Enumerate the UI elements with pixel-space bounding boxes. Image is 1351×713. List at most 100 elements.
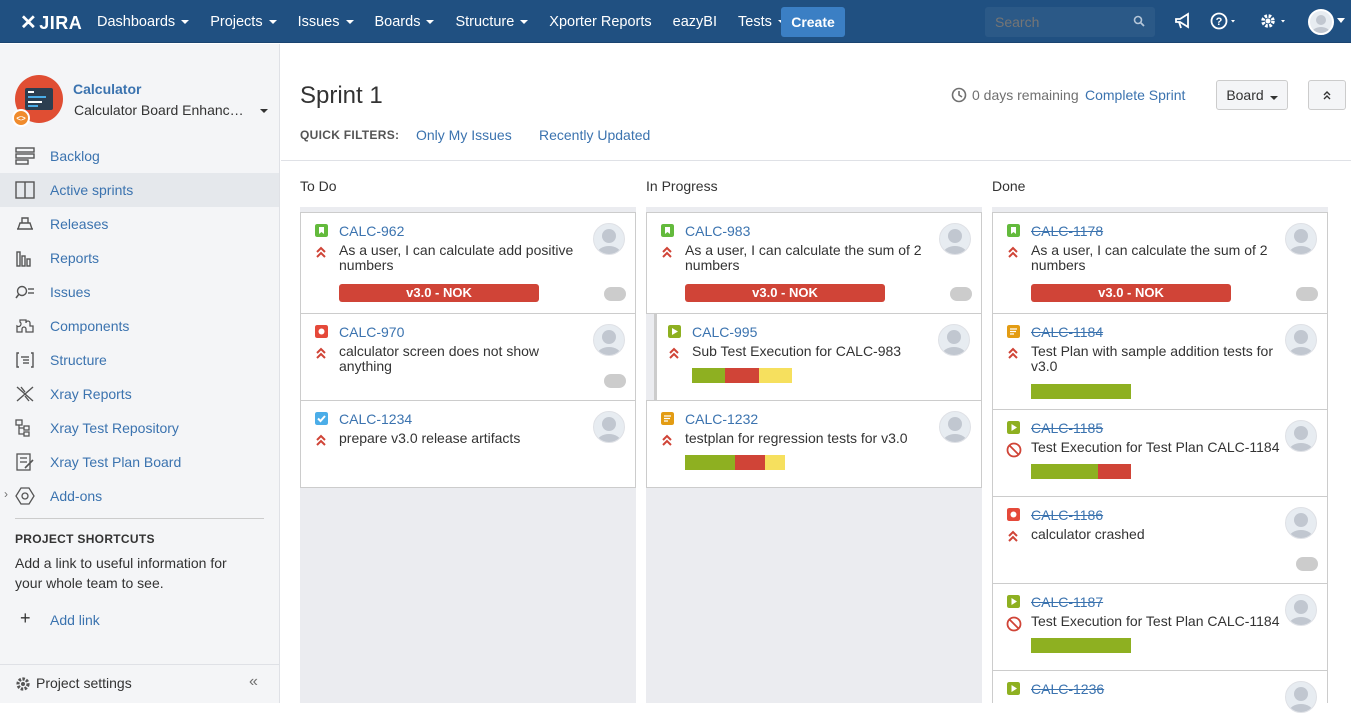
gear-icon[interactable] xyxy=(15,676,31,692)
estimate-badge xyxy=(1296,557,1318,571)
plus-icon[interactable]: + xyxy=(20,608,31,628)
sprint-title: Sprint 1 xyxy=(300,82,383,109)
test-plan-icon xyxy=(1007,325,1020,338)
estimate-badge xyxy=(604,287,626,301)
sidebar-item-xray-reports[interactable]: Xray Reports xyxy=(0,377,279,411)
issue-card[interactable]: CALC-1187 Test Execution for Test Plan C… xyxy=(992,583,1328,671)
issue-card[interactable]: CALC-1178 As a user, I can calculate the… xyxy=(992,212,1328,314)
sidebar-item-label: Backlog xyxy=(50,148,100,164)
issue-key[interactable]: CALC-1186 xyxy=(1031,507,1104,523)
assignee-avatar[interactable] xyxy=(593,324,625,356)
issue-summary: As a user, I can calculate add positive … xyxy=(339,242,574,273)
issue-key[interactable]: CALC-1178 xyxy=(1031,223,1104,239)
assignee-avatar[interactable] xyxy=(1285,594,1317,626)
passed-segment xyxy=(1031,638,1131,653)
nav-structure[interactable]: Structure xyxy=(455,14,529,30)
priority-blocker-icon xyxy=(1006,442,1022,458)
issue-card[interactable]: CALC-962 As a user, I can calculate add … xyxy=(300,212,636,314)
issue-summary: prepare v3.0 release artifacts xyxy=(339,430,521,446)
board-selector[interactable]: Calculator Board Enhancements xyxy=(74,102,249,118)
assignee-avatar[interactable] xyxy=(1285,420,1317,452)
issue-key[interactable]: CALC-1185 xyxy=(1031,420,1104,436)
sidebar-item-label: Releases xyxy=(50,216,109,232)
issue-key[interactable]: CALC-1187 xyxy=(1031,594,1104,610)
failed-segment xyxy=(725,368,759,383)
subtask-card[interactable]: CALC-995 Sub Test Execution for CALC-983 xyxy=(654,313,982,401)
chevron-double-up-icon xyxy=(1323,91,1331,100)
issue-key[interactable]: CALC-1234 xyxy=(339,411,413,427)
sidebar-item-releases[interactable]: Releases xyxy=(0,207,279,241)
assignee-avatar[interactable] xyxy=(938,324,970,356)
chevron-down-icon[interactable] xyxy=(260,109,268,113)
passed-segment xyxy=(1031,384,1131,399)
create-button[interactable]: Create xyxy=(781,7,845,37)
column-header-done: Done xyxy=(992,178,1026,194)
user-avatar[interactable] xyxy=(1308,9,1334,35)
sidebar-item-xray-test-plan-board[interactable]: Xray Test Plan Board xyxy=(0,445,279,479)
chevron-down-icon[interactable] xyxy=(1337,18,1345,24)
project-name[interactable]: Calculator xyxy=(73,81,142,97)
top-navigation-bar: ✕ JIRA Dashboards Projects Issues Boards … xyxy=(0,0,1351,43)
issue-card[interactable]: CALC-1184 Test Plan with sample addition… xyxy=(992,313,1328,410)
issue-card[interactable]: CALC-983 As a user, I can calculate the … xyxy=(646,212,982,314)
chevron-right-icon[interactable]: › xyxy=(4,487,8,501)
sidebar-item-structure[interactable]: Structure xyxy=(0,343,279,377)
nav-dashboards[interactable]: Dashboards xyxy=(97,14,190,30)
filter-only-my-issues[interactable]: Only My Issues xyxy=(416,127,512,143)
nav-boards[interactable]: Boards xyxy=(375,14,435,30)
issue-card[interactable]: CALC-1234 prepare v3.0 release artifacts xyxy=(300,400,636,488)
assignee-avatar[interactable] xyxy=(1285,507,1317,539)
issue-key[interactable]: CALC-970 xyxy=(339,324,405,340)
nav-tests[interactable]: Tests xyxy=(738,14,786,30)
sidebar-item-issues[interactable]: Issues xyxy=(0,275,279,309)
help-icon[interactable]: ? xyxy=(1210,11,1240,31)
assignee-avatar[interactable] xyxy=(1285,223,1317,255)
sidebar-item-label: Structure xyxy=(50,352,107,368)
sidebar-item-reports[interactable]: Reports xyxy=(0,241,279,275)
nav-issues[interactable]: Issues xyxy=(298,14,354,30)
board-menu-button[interactable]: Board xyxy=(1216,80,1288,110)
test-execution-icon xyxy=(1007,682,1020,695)
assignee-avatar[interactable] xyxy=(593,411,625,443)
complete-sprint-link[interactable]: Complete Sprint xyxy=(1085,87,1186,103)
todo-segment xyxy=(759,368,792,383)
collapse-header-button[interactable] xyxy=(1308,80,1346,110)
issue-card[interactable]: CALC-1232 testplan for regression tests … xyxy=(646,400,982,488)
issue-card[interactable]: CALC-1236 xyxy=(992,670,1328,713)
issue-card[interactable]: CALC-970 calculator screen does not show… xyxy=(300,313,636,401)
issue-key[interactable]: CALC-983 xyxy=(685,223,751,239)
quick-filters-label: QUICK FILTERS: xyxy=(300,128,400,142)
nav-xporter-reports[interactable]: Xporter Reports xyxy=(549,13,652,30)
nav-eazybi[interactable]: eazyBI xyxy=(672,13,717,30)
issue-card[interactable]: CALC-1185 Test Execution for Test Plan C… xyxy=(992,409,1328,497)
issue-key[interactable]: CALC-995 xyxy=(692,324,758,340)
collapse-sidebar-icon[interactable]: « xyxy=(249,673,258,690)
search-input[interactable] xyxy=(985,7,1155,37)
test-progress-bar xyxy=(1031,638,1131,653)
column-header-todo: To Do xyxy=(300,178,337,194)
assignee-avatar[interactable] xyxy=(593,223,625,255)
gear-icon[interactable] xyxy=(1258,11,1290,31)
issue-key[interactable]: CALC-1232 xyxy=(685,411,759,427)
sidebar-item-backlog[interactable]: Backlog xyxy=(0,139,279,173)
issue-card[interactable]: CALC-1186 calculator crashed xyxy=(992,496,1328,584)
sidebar-item-active-sprints[interactable]: Active sprints xyxy=(0,173,279,207)
project-settings-link[interactable]: Project settings xyxy=(36,675,132,691)
issue-key[interactable]: CALC-962 xyxy=(339,223,405,239)
nav-projects[interactable]: Projects xyxy=(210,14,277,30)
sidebar-item-label: Xray Test Plan Board xyxy=(50,454,182,470)
add-link-button[interactable]: Add link xyxy=(50,612,100,628)
sidebar-item-components[interactable]: Components xyxy=(0,309,279,343)
assignee-avatar[interactable] xyxy=(939,411,971,443)
assignee-avatar[interactable] xyxy=(939,223,971,255)
assignee-avatar[interactable] xyxy=(1285,681,1317,713)
filter-recently-updated[interactable]: Recently Updated xyxy=(539,127,651,143)
megaphone-icon[interactable] xyxy=(1174,11,1192,31)
issue-key[interactable]: CALC-1236 xyxy=(1031,681,1105,697)
sidebar-item-add-ons[interactable]: › Add-ons xyxy=(0,479,279,513)
jira-logo[interactable]: ✕ JIRA xyxy=(20,12,83,34)
assignee-avatar[interactable] xyxy=(1285,324,1317,356)
task-icon xyxy=(315,412,328,425)
sidebar-item-xray-test-repository[interactable]: Xray Test Repository xyxy=(0,411,279,445)
issue-key[interactable]: CALC-1184 xyxy=(1031,324,1104,340)
